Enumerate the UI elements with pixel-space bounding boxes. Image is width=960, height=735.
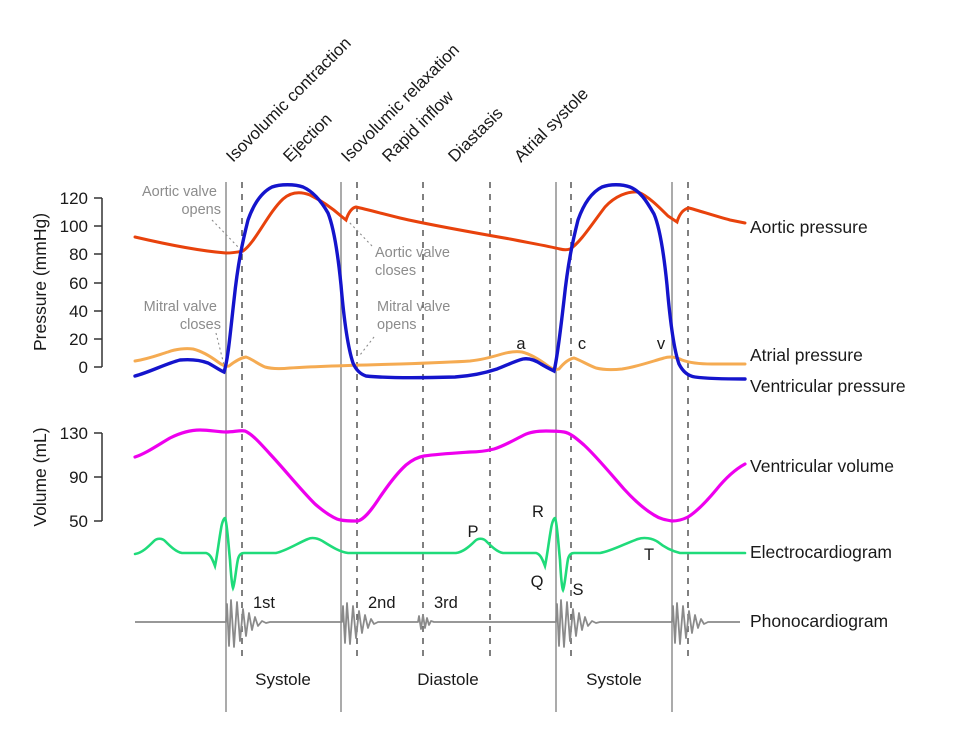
legend-phonocardiogram: Phonocardiogram: [750, 611, 888, 631]
ecg-t-wave-label: T: [644, 546, 654, 564]
electrocardiogram-curve: [133, 516, 747, 594]
pressure-tick-0: 0: [79, 358, 88, 377]
annotation-aortic-valve-opens: Aortic valve opens: [142, 184, 221, 218]
volume-axis-title: Volume (mL): [30, 427, 50, 526]
pressure-tick-120: 120: [60, 189, 88, 208]
pressure-tick-80: 80: [69, 245, 88, 264]
pressure-axis-title: Pressure (mmHg): [30, 213, 50, 351]
band-systole-2: Systole: [586, 670, 642, 689]
heart-sound-3rd-label: 3rd: [434, 594, 458, 612]
band-diastole: Diastole: [417, 670, 478, 689]
phase-boundary-solid-lines: [225, 182, 673, 712]
phase-boundary-dashed-lines: [241, 182, 689, 658]
ecg-q-wave-label: Q: [531, 573, 544, 591]
atrial-v-wave-label: v: [657, 335, 666, 353]
volume-tick-50: 50: [69, 512, 88, 531]
volume-tick-130: 130: [60, 424, 88, 443]
ventricular-pressure-curve: [133, 183, 747, 381]
phase-label-diastasis: Diastasis: [444, 104, 506, 166]
legend-ventricular-pressure: Ventricular pressure: [750, 376, 906, 396]
atrial-a-wave-label: a: [516, 335, 526, 353]
volume-tick-labels: 130 90 50: [60, 424, 88, 531]
legend-electrocardiogram: Electrocardiogram: [750, 542, 892, 562]
phase-label-atrial-systole: Atrial systole: [510, 84, 592, 166]
atrial-pressure-curve: [133, 347, 747, 372]
legend-atrial-pressure: Atrial pressure: [750, 345, 863, 365]
aortic-pressure-curve: [133, 190, 747, 255]
pressure-tick-100: 100: [60, 217, 88, 236]
phase-label-ejection: Ejection: [279, 110, 335, 166]
ecg-r-wave-label: R: [532, 503, 544, 521]
phonocardiogram-curve: [135, 599, 740, 648]
ecg-p-wave-label: P: [467, 523, 478, 541]
legend-ventricular-volume: Ventricular volume: [750, 456, 894, 476]
atrial-c-wave-label: c: [578, 335, 586, 353]
pressure-tick-60: 60: [69, 274, 88, 293]
ventricular-volume-curve: [133, 428, 747, 523]
pressure-tick-20: 20: [69, 330, 88, 349]
annotation-mitral-valve-opens: Mitral valve opens: [377, 299, 454, 333]
volume-axis: [94, 432, 103, 522]
pressure-tick-40: 40: [69, 302, 88, 321]
legend-aortic-pressure: Aortic pressure: [750, 217, 868, 237]
annotation-leader-lines: [211, 219, 375, 366]
volume-tick-90: 90: [69, 468, 88, 487]
heart-sound-2nd-label: 2nd: [368, 594, 396, 612]
pressure-tick-labels: 120 100 80 60 40 20 0: [60, 189, 88, 377]
annotation-mitral-valve-closes: Mitral valve closes: [144, 299, 221, 333]
heart-sound-1st-label: 1st: [253, 594, 275, 612]
annotation-aortic-valve-closes: Aortic valve closes: [375, 245, 454, 279]
pressure-axis: [94, 197, 103, 368]
phase-labels: Isovolumic contraction Ejection Isovolum…: [222, 33, 592, 165]
band-systole-1: Systole: [255, 670, 311, 689]
ecg-s-wave-label: S: [572, 581, 583, 599]
